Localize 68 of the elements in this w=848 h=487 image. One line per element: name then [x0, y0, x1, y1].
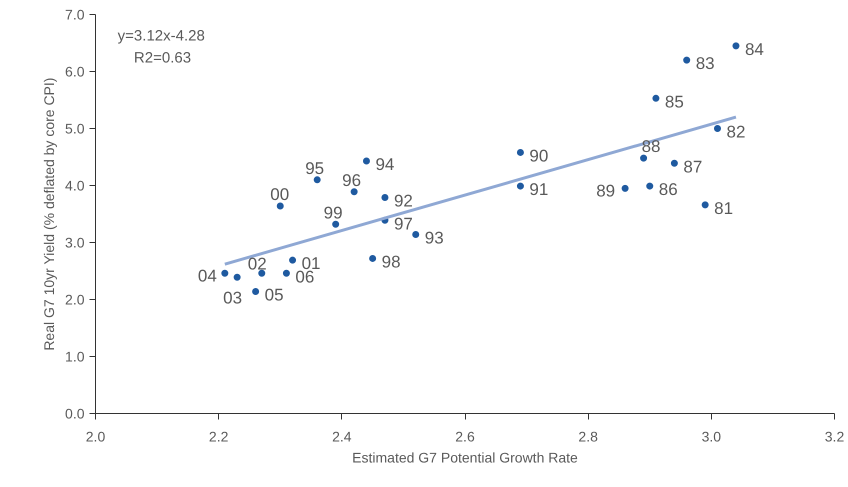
point — [282, 270, 290, 277]
y-tick-label: 7.0 — [65, 6, 85, 22]
point — [252, 288, 260, 296]
annotation: 85 — [664, 92, 684, 112]
y-tick-label: 4.0 — [65, 178, 85, 194]
point — [640, 154, 648, 162]
y-tick-label: 1.0 — [65, 348, 85, 364]
annotation: 94 — [375, 154, 394, 174]
y-tick-label: 2.0 — [65, 292, 85, 308]
point — [369, 254, 376, 262]
annotation: 00 — [270, 185, 290, 204]
point — [702, 201, 709, 208]
annotation: 91 — [529, 180, 548, 200]
annotation: 95 — [305, 158, 324, 178]
y-axis-title: Real G7 10yr Yield (% deflated by core CPI) — [41, 78, 58, 351]
annotation: 84 — [744, 40, 764, 59]
annotation: 92 — [394, 191, 413, 210]
point — [646, 182, 654, 190]
point — [412, 231, 420, 238]
annotation: 81 — [714, 198, 734, 218]
point — [332, 220, 340, 228]
annotation: 03 — [223, 288, 242, 308]
x-axis-title: Estimated G7 Potential Growth Rate — [352, 450, 578, 466]
annotation: 82 — [726, 122, 746, 142]
annotation: 04 — [198, 266, 217, 286]
x-tick-label: 2.0 — [86, 428, 106, 444]
annotation: 90 — [529, 146, 548, 166]
point — [622, 184, 629, 192]
point — [350, 188, 358, 196]
annotation: y=3.12x-4.28 — [118, 27, 205, 44]
annotation: 97 — [394, 214, 413, 234]
point — [258, 270, 266, 277]
y-tick-label: 5.0 — [65, 120, 85, 136]
point — [683, 56, 690, 64]
x-tick-label: 2.4 — [332, 428, 352, 444]
annotation: 05 — [264, 286, 284, 305]
y-tick-label: 6.0 — [65, 64, 85, 80]
annotation: 98 — [382, 252, 401, 272]
annotation: 88 — [642, 137, 661, 156]
annotation: 93 — [424, 228, 444, 248]
annotation: 99 — [324, 203, 343, 222]
point — [516, 182, 524, 190]
point — [714, 125, 721, 132]
point — [289, 256, 296, 264]
point — [314, 176, 321, 184]
x-tick-label: 2.8 — [578, 428, 598, 444]
point — [221, 270, 228, 277]
annotation: 89 — [596, 181, 616, 200]
point — [670, 160, 678, 167]
point — [732, 42, 740, 50]
point — [652, 94, 660, 102]
annotation: 02 — [248, 254, 267, 274]
annotation: 96 — [342, 170, 362, 190]
x-tick-label: 2.2 — [208, 428, 229, 444]
point — [234, 274, 241, 281]
point — [362, 157, 370, 164]
y-tick-label: 3.0 — [65, 234, 85, 250]
y-tick-label: 0.0 — [65, 406, 85, 422]
annotation: 87 — [683, 157, 702, 176]
x-tick-label: 2.6 — [455, 428, 475, 444]
x-tick-label: 3.2 — [824, 428, 844, 444]
annotation: R2=0.63 — [134, 49, 192, 66]
annotation: 83 — [696, 54, 715, 74]
annotation: 86 — [658, 180, 678, 200]
point — [516, 148, 524, 156]
point — [381, 194, 388, 201]
point — [276, 202, 284, 210]
x-tick-label: 3.0 — [702, 428, 722, 444]
